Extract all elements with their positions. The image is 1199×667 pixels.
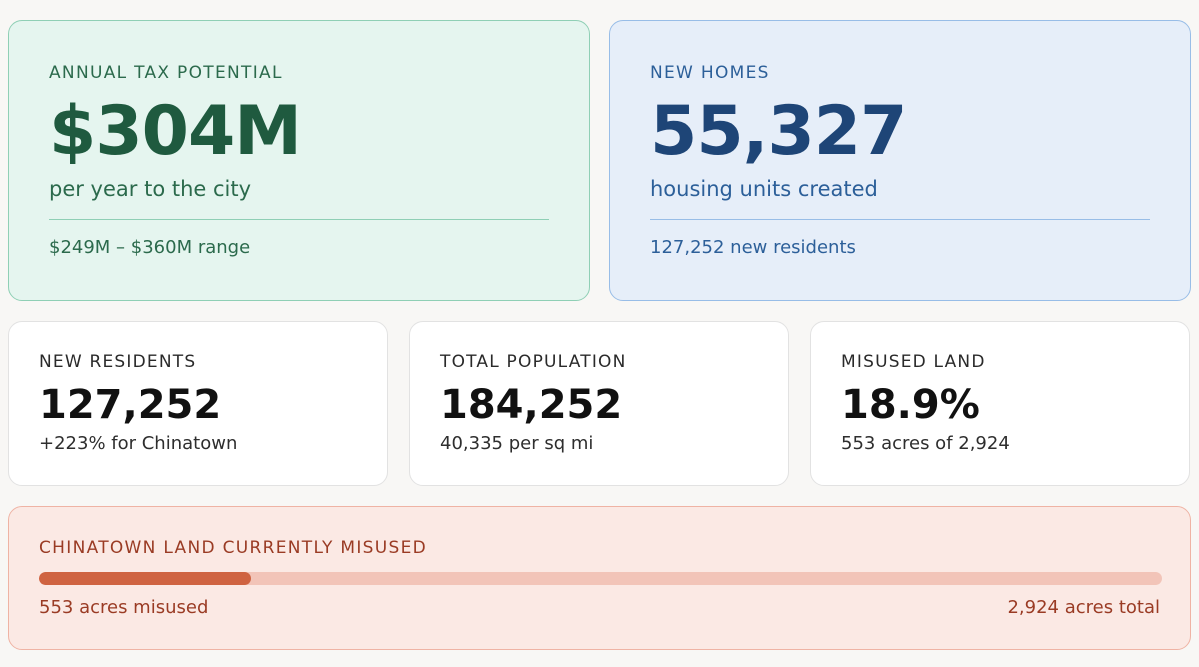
misused-land-subtitle: 553 acres of 2,924: [841, 433, 1010, 454]
tax-card-divider: [49, 219, 549, 220]
new-residents-card: NEW RESIDENTS 127,252 +223% for Chinatow…: [8, 321, 388, 486]
tax-card-range: $249M – $360M range: [49, 237, 251, 258]
tax-card-subtitle: per year to the city: [49, 177, 252, 201]
new-residents-label: NEW RESIDENTS: [39, 352, 197, 372]
total-population-card: TOTAL POPULATION 184,252 40,335 per sq m…: [409, 321, 789, 486]
tax-card-label: ANNUAL TAX POTENTIAL: [49, 63, 283, 83]
new-homes-card: NEW HOMES 55,327 housing units created 1…: [609, 20, 1191, 301]
homes-card-divider: [650, 219, 1150, 220]
tax-potential-card: ANNUAL TAX POTENTIAL $304M per year to t…: [8, 20, 590, 301]
new-residents-value: 127,252: [39, 382, 222, 428]
land-misused-card: CHINATOWN LAND CURRENTLY MISUSED 553 acr…: [8, 506, 1191, 650]
total-population-value: 184,252: [440, 382, 623, 428]
land-progress-track: [39, 572, 1162, 585]
homes-card-value: 55,327: [650, 92, 907, 171]
total-population-label: TOTAL POPULATION: [440, 352, 627, 372]
misused-land-label: MISUSED LAND: [841, 352, 986, 372]
land-progress-fill: [39, 572, 252, 585]
homes-card-residents: 127,252 new residents: [650, 237, 856, 258]
misused-land-card: MISUSED LAND 18.9% 553 acres of 2,924: [810, 321, 1190, 486]
misused-land-value: 18.9%: [841, 382, 980, 428]
total-population-subtitle: 40,335 per sq mi: [440, 433, 594, 454]
tax-card-value: $304M: [49, 92, 302, 171]
homes-card-subtitle: housing units created: [650, 177, 878, 201]
land-total-acres: 2,924 acres total: [1007, 597, 1160, 618]
homes-card-label: NEW HOMES: [650, 63, 770, 83]
new-residents-subtitle: +223% for Chinatown: [39, 433, 238, 454]
land-misused-label: CHINATOWN LAND CURRENTLY MISUSED: [39, 538, 428, 558]
land-misused-acres: 553 acres misused: [39, 597, 209, 618]
